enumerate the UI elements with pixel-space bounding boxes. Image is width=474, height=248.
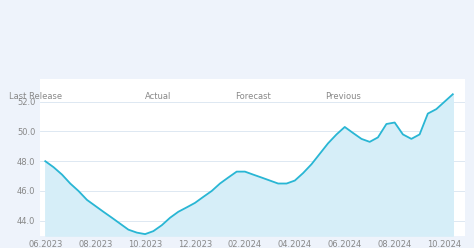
Bar [9,16,35,19]
Text: 50.3: 50.3 [325,50,356,62]
Bar [9,15,35,20]
Text: S&P Global/CIPS Manufacturing PMI: S&P Global/CIPS Manufacturing PMI [45,4,256,14]
Bar [20,9,23,26]
Text: 1 Nov 2024: 1 Nov 2024 [9,50,75,60]
Text: 49.9: 49.9 [145,50,175,62]
Text: 50.3: 50.3 [235,50,265,62]
Bar [19,9,24,26]
Text: Actual: Actual [145,92,171,101]
Text: Forecast: Forecast [235,92,270,101]
Bar [9,9,35,26]
Text: Previous: Previous [325,92,361,101]
Text: Last Release: Last Release [9,92,62,101]
